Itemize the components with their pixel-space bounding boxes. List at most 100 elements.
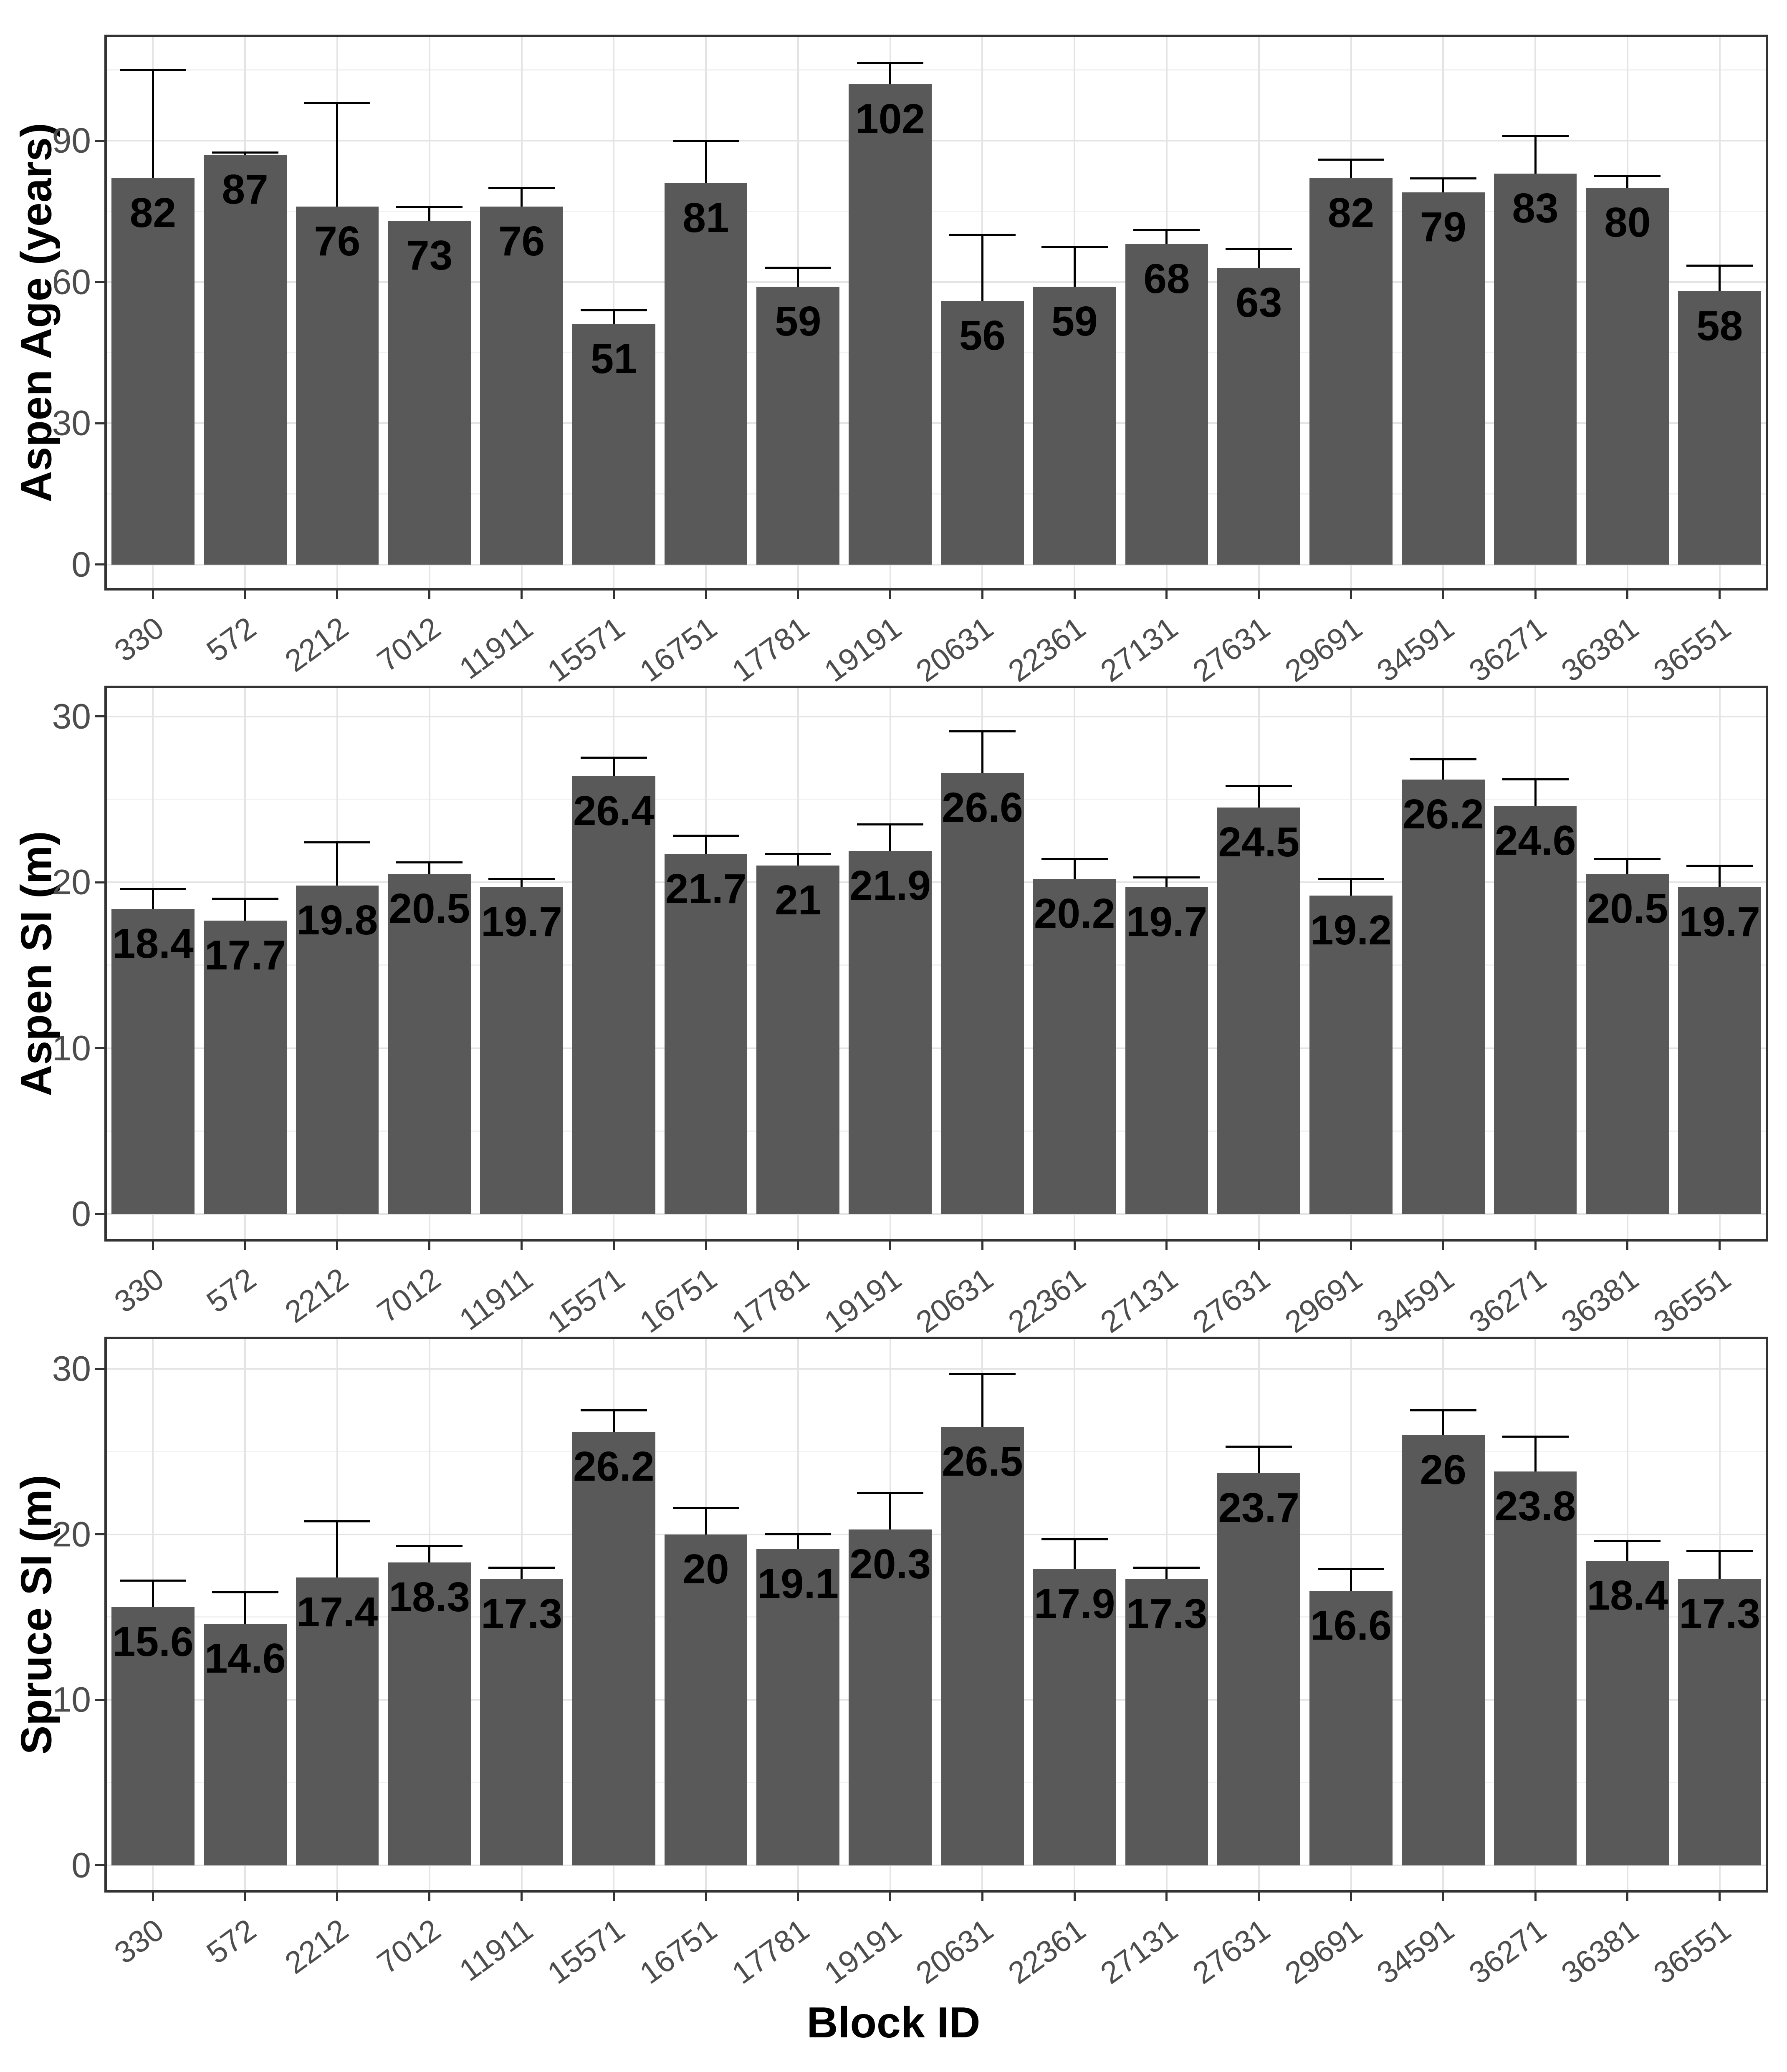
x-axis-tick — [1626, 1242, 1629, 1250]
bar-value-label: 24.5 — [1218, 819, 1300, 866]
bar-value-label: 23.7 — [1218, 1484, 1300, 1532]
x-axis-tick — [1534, 591, 1537, 599]
plot-area-spruce-si: 15.6 14.6 17.4 18.3 17.3 26.2 20 19.1 20.3 26.5 17… — [104, 1337, 1768, 1893]
bar-value-label: 20.5 — [389, 885, 470, 932]
error-bar-cap — [1133, 1566, 1200, 1569]
bar-27131 — [1125, 1579, 1208, 1865]
bar-330 — [111, 909, 195, 1214]
x-axis-title: Block ID — [806, 1999, 981, 2047]
error-bar-line — [521, 879, 523, 888]
bar-20631 — [941, 1427, 1024, 1865]
x-axis-tick — [981, 1893, 983, 1901]
bar-22361 — [1033, 1569, 1116, 1865]
bar-16751 — [664, 1534, 748, 1865]
error-bar-line — [521, 188, 523, 207]
x-axis-tick — [1350, 1242, 1352, 1250]
bar-value-label: 14.6 — [204, 1635, 286, 1682]
panel-aspen-si: Aspen SI (m) 18.4 17.7 19.8 20.5 19.7 26.4 21.… — [0, 663, 1787, 1340]
bar-34591 — [1401, 1435, 1485, 1865]
y-tick-label: 20 — [52, 1514, 91, 1554]
error-bar-line — [1626, 1541, 1629, 1561]
y-axis-tick — [95, 281, 104, 283]
bar-value-label: 18.4 — [1587, 1572, 1668, 1619]
bar-value-label: 23.8 — [1494, 1483, 1576, 1530]
error-bar-cap — [1226, 785, 1292, 787]
bar-36271 — [1494, 174, 1577, 565]
y-tick-label: 10 — [52, 1028, 91, 1068]
bar-value-label: 20.5 — [1587, 885, 1668, 932]
error-bar-cap — [1686, 1550, 1753, 1552]
bar-36381 — [1586, 874, 1669, 1214]
bar-15571 — [572, 1431, 655, 1865]
bar-22361 — [1033, 286, 1116, 565]
bar-value-label: 26 — [1420, 1446, 1466, 1493]
y-tick-label: 30 — [52, 1349, 91, 1388]
bar-value-label: 59 — [775, 298, 821, 345]
error-bar-line — [797, 268, 799, 287]
gridline-major — [107, 1213, 1766, 1215]
error-bar-line — [521, 1567, 523, 1579]
error-bar-line — [428, 1546, 431, 1563]
error-bar-line — [705, 141, 707, 183]
y-tick-label: 0 — [71, 1194, 91, 1234]
x-axis-tick — [244, 591, 246, 599]
y-axis-tick — [95, 1533, 104, 1536]
gridline-major — [107, 281, 1766, 283]
gridline-minor — [107, 1782, 1766, 1783]
x-axis-tick — [1073, 1242, 1076, 1250]
y-axis-tick — [95, 1698, 104, 1701]
bar-value-label: 21.7 — [665, 865, 747, 912]
bar-value-label: 68 — [1143, 255, 1190, 303]
error-bar-cap — [1594, 858, 1661, 861]
gridline-minor — [107, 352, 1766, 353]
bar-36551 — [1678, 887, 1761, 1214]
bar-value-label: 20 — [682, 1545, 729, 1592]
error-bar-line — [1534, 1436, 1537, 1472]
x-axis-tick — [612, 1242, 615, 1250]
x-axis-tick — [1350, 591, 1352, 599]
x-axis-tick — [1258, 591, 1260, 599]
y-tick-label: 20 — [52, 862, 91, 902]
error-bar-line — [336, 842, 339, 886]
bar-value-label: 59 — [1051, 298, 1098, 345]
x-axis-tick — [336, 1242, 339, 1250]
x-axis-tick — [889, 1242, 892, 1250]
bar-27631 — [1217, 1473, 1301, 1865]
error-bar-line — [1350, 879, 1352, 896]
error-bar-cap — [119, 888, 186, 890]
error-bar-cap — [949, 234, 1016, 236]
x-axis-tick — [1719, 1893, 1721, 1901]
x-axis-tick — [612, 591, 615, 599]
gridline-major — [107, 1533, 1766, 1535]
error-bar-line — [1258, 249, 1260, 268]
error-bar-line — [1442, 178, 1444, 193]
error-bar-cap — [857, 1492, 924, 1494]
bar-value-label: 15.6 — [112, 1618, 194, 1666]
error-bar-line — [981, 731, 983, 773]
bar-27631 — [1217, 268, 1301, 565]
gridline-major — [107, 422, 1766, 424]
gridline-major — [107, 563, 1766, 565]
y-axis-tick — [95, 1864, 104, 1867]
bar-330 — [111, 1607, 195, 1865]
gridline-minor — [107, 69, 1766, 71]
x-axis-tick — [1534, 1242, 1537, 1250]
x-axis-tick — [981, 591, 983, 599]
error-bar-line — [1073, 859, 1076, 879]
x-axis-tick — [1442, 1242, 1444, 1250]
error-bar-line — [705, 1508, 707, 1534]
x-axis-tick — [244, 1242, 246, 1250]
x-axis-tick — [1442, 1893, 1444, 1901]
error-bar-cap — [212, 151, 278, 154]
error-bar-cap — [212, 1591, 278, 1593]
x-axis-tick — [1073, 591, 1076, 599]
y-tick-label: 0 — [71, 1845, 91, 1885]
error-bar-cap — [488, 187, 555, 189]
gridline-major — [107, 881, 1766, 883]
bar-value-label: 21 — [775, 877, 821, 924]
bar-15571 — [572, 324, 655, 565]
bar-value-label: 17.3 — [1126, 1590, 1208, 1637]
error-bar-line — [1534, 779, 1537, 806]
y-axis-tick — [95, 139, 104, 142]
error-bar-line — [889, 824, 892, 851]
